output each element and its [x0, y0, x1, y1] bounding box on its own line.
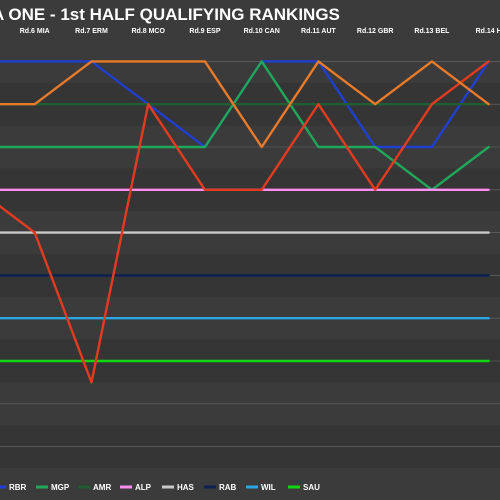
- legend-label: MGP: [51, 483, 70, 492]
- legend-label: RBR: [9, 483, 27, 492]
- series-line: [0, 60, 490, 384]
- series-lines: [0, 60, 490, 384]
- round-label: Rd.11 AUT: [301, 28, 336, 35]
- round-labels: Rd.6 MIA Rd.7 ERM Rd.8 MCO Rd.9 ESP Rd.10 CA…: [20, 28, 500, 35]
- legend-label: WIL: [261, 483, 276, 492]
- series-line: [0, 60, 490, 149]
- legend-label: RAB: [219, 483, 237, 492]
- legend-label: ALP: [135, 483, 152, 492]
- round-label: Rd.12 GBR: [357, 28, 394, 35]
- round-label: Rd.10 CAN: [244, 28, 280, 35]
- round-label: Rd.7 ERM: [75, 28, 108, 35]
- round-label: Rd.14 H: [476, 28, 500, 35]
- chart-title: A ONE - 1st HALF QUALIFYING RANKINGS: [0, 5, 340, 24]
- round-label: Rd.8 MCO: [131, 28, 165, 35]
- legend-label: HAS: [177, 483, 195, 492]
- round-label: Rd.13 BEL: [414, 28, 450, 35]
- round-label: Rd.9 ESP: [189, 28, 220, 35]
- round-label: Rd.6 MIA: [20, 28, 50, 35]
- legend-label: AMR: [93, 483, 111, 492]
- legend: RBR MGP AMR ALP HAS RAB WIL SAU: [0, 483, 320, 492]
- legend-label: SAU: [303, 483, 320, 492]
